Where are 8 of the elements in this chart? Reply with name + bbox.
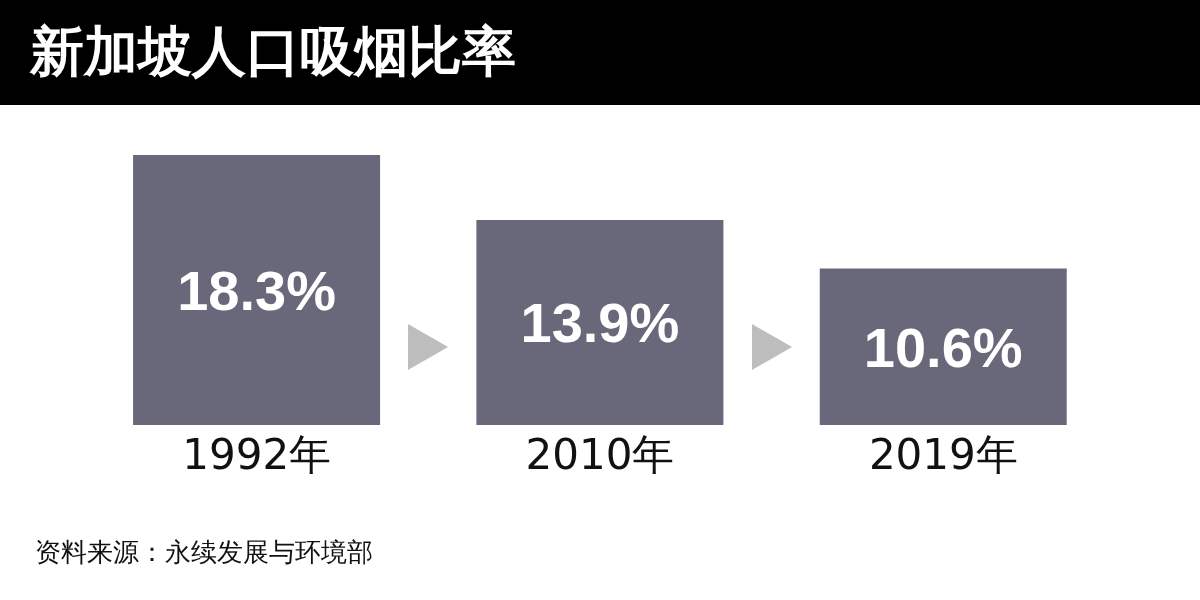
data-label: 18.3% bbox=[177, 258, 336, 322]
x-tick-label: 1992年 bbox=[182, 429, 332, 479]
data-label: 13.9% bbox=[520, 291, 680, 355]
data-label: 10.6% bbox=[863, 315, 1023, 379]
chart-title: 新加坡人口吸烟比率 bbox=[0, 0, 1200, 105]
x-tick-label: 2019年 bbox=[868, 429, 1018, 479]
x-tick-label: 2010年 bbox=[525, 429, 675, 479]
text: 资料来源：永续发展与环境部 bbox=[35, 536, 373, 569]
